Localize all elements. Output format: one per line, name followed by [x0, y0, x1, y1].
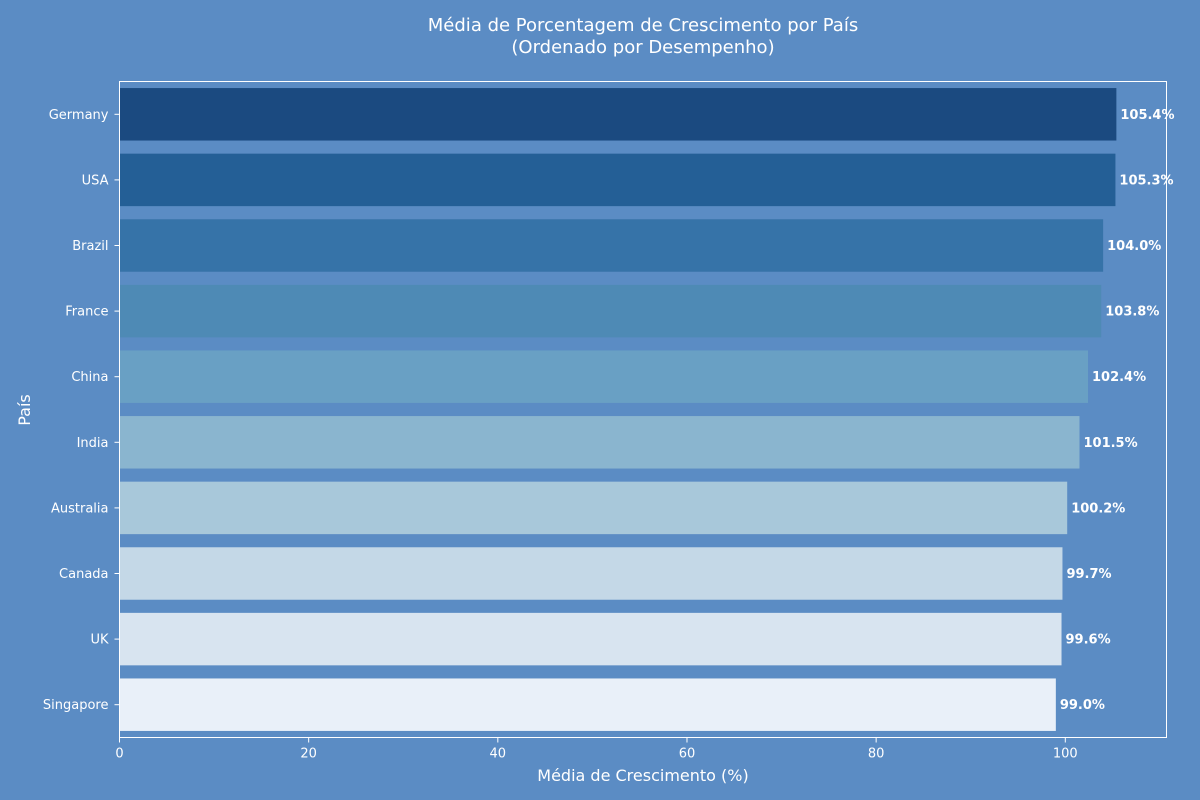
y-tick-label: Singapore — [43, 698, 109, 713]
y-tick-label: France — [65, 305, 108, 320]
value-label: 105.4% — [1120, 108, 1174, 123]
bar-canada — [119, 547, 1063, 600]
value-label: 101.5% — [1083, 436, 1137, 451]
bar-australia — [119, 481, 1068, 535]
value-label: 104.0% — [1107, 239, 1161, 254]
value-labels-group: 105.4% 105.3% 104.0% 103.8% 102.4% 101.5% 100.… — [1060, 108, 1175, 713]
value-label: 99.7% — [1066, 567, 1111, 582]
bars-group — [119, 88, 1117, 731]
chart-subtitle: (Ordenado por Desempenho) — [511, 37, 774, 58]
y-tick-label: China — [71, 370, 108, 385]
value-label: 105.3% — [1119, 173, 1173, 188]
value-label: 102.4% — [1092, 370, 1146, 385]
value-label: 99.0% — [1060, 698, 1105, 713]
y-tick-label: Australia — [51, 501, 109, 516]
y-tick-label: Germany — [49, 108, 109, 123]
x-tick-label: 0 — [115, 747, 123, 762]
bar-india — [119, 416, 1080, 469]
y-tick-label: UK — [90, 633, 109, 648]
x-axis-label: Média de Crescimento (%) — [537, 766, 748, 785]
x-tick-label: 20 — [300, 747, 317, 762]
bar-usa — [119, 153, 1116, 207]
y-tick-label: USA — [82, 173, 109, 188]
x-tick-label: 80 — [868, 747, 885, 762]
bar-china — [119, 350, 1088, 403]
value-label: 100.2% — [1071, 501, 1125, 516]
bar-singapore — [119, 678, 1056, 731]
bar-germany — [119, 88, 1117, 141]
x-tick-label: 60 — [679, 747, 696, 762]
y-tick-label: Brazil — [72, 239, 108, 254]
y-tick-label: India — [77, 436, 109, 451]
y-tick-label: Canada — [59, 567, 108, 582]
bar-uk — [119, 612, 1062, 666]
x-tick-label: 100 — [1053, 747, 1078, 762]
x-tick-label: 40 — [490, 747, 507, 762]
x-axis-ticks: 0 20 40 60 80 100 — [115, 737, 1078, 762]
value-label: 103.8% — [1105, 305, 1159, 320]
y-axis-label: País — [15, 394, 34, 426]
y-axis-ticks: Germany USA Brazil France China India Australi… — [43, 108, 120, 713]
bar-france — [119, 284, 1102, 338]
plot-frame — [119, 81, 1167, 738]
bar-brazil — [119, 219, 1104, 272]
chart-title: Média de Porcentagem de Crescimento por … — [428, 15, 858, 36]
value-label: 99.6% — [1066, 633, 1111, 648]
